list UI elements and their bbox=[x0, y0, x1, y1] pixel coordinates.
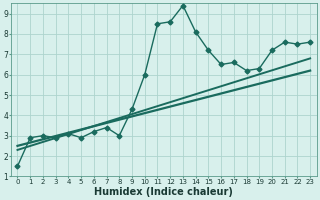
X-axis label: Humidex (Indice chaleur): Humidex (Indice chaleur) bbox=[94, 187, 233, 197]
